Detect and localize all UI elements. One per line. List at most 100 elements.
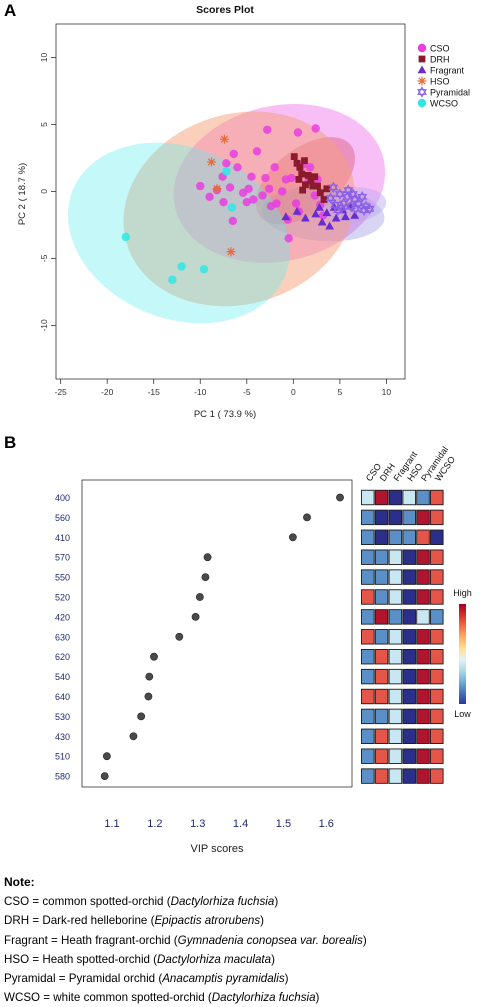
vip-row-label: 550: [55, 573, 70, 583]
heat-cell-570-hso: [402, 549, 416, 565]
point-pyramidal-0: [325, 192, 336, 204]
x-tick-label: -20: [101, 387, 114, 397]
point-drh-3: [298, 170, 306, 178]
heat-cell-530-cso: [361, 708, 375, 725]
heat-cell-560-hso: [402, 509, 416, 526]
hexagram-down: [346, 203, 356, 212]
heat-cell-570-wcso: [430, 549, 444, 565]
heat-cell-560-pyramidal: [416, 509, 430, 526]
point-cso-9: [233, 163, 242, 172]
heat-cell-630-wcso: [430, 629, 444, 645]
heat-cell-640-hso: [402, 688, 416, 705]
point-cso-25: [284, 234, 293, 243]
heat-cell-550-pyramidal: [416, 569, 430, 585]
heat-cell-400-wcso: [430, 489, 444, 506]
legend-label-pyramidal: Pyramidal: [430, 88, 470, 98]
vip-point-560: [303, 513, 311, 522]
hexagram-up: [357, 191, 368, 200]
vip-points: [100, 493, 344, 780]
point-cso-22: [277, 187, 287, 196]
vip-x-tick-label: 1.1: [104, 818, 119, 830]
point-cso-7: [229, 149, 238, 159]
legend-marker-cso: [417, 43, 427, 53]
heat-cell-410-pyramidal: [416, 529, 430, 546]
heat-cell-630-pyramidal: [416, 629, 430, 645]
point-pyramidal-8: [357, 191, 368, 203]
heat-cell-640-cso: [361, 688, 375, 705]
hexagram-down: [342, 193, 353, 203]
point-pyramidal-11: [343, 184, 354, 196]
x-tick-label: 0: [291, 387, 296, 397]
heat-cell-410-drh: [374, 529, 389, 546]
scores-plot-frame: [55, 23, 406, 380]
heat-cell-430-fragrant: [388, 728, 403, 744]
heat-cell-530-drh: [374, 708, 389, 725]
heat-cell-530-pyramidal: [416, 708, 430, 725]
point-wcso-3: [199, 264, 209, 274]
legend-label-cso: CSO: [430, 44, 450, 54]
heat-cell-620-pyramidal: [416, 648, 430, 665]
heat-cell-620-cso: [361, 648, 375, 665]
heat-cell-630-drh: [374, 629, 389, 645]
note-line-suffix: ): [274, 895, 279, 909]
scores-plot: Scores Plot PC 1 ( 73.9 %) PC 2 ( 18.7 %…: [17, 4, 470, 420]
vip-point-630: [175, 632, 184, 641]
point-cso-37: [293, 128, 303, 137]
note-line-prefix: Pyramidal = Pyramidal orchid (: [4, 972, 163, 986]
vip-axes: 400 560 410 570 550 520 420 630 620 540 640 530 430 5…: [55, 493, 334, 830]
heat-cell-530-wcso: [430, 708, 444, 725]
heat-cell-630-hso: [402, 629, 416, 645]
point-drh-8: [314, 182, 321, 190]
note-line-species: Gymnadenia conopsea var. borealis: [177, 933, 363, 947]
note-line-species: Dactylorhiza maculata: [157, 952, 272, 966]
vip-point-400: [336, 493, 344, 502]
point-wcso-5: [227, 203, 237, 212]
hexagram-up: [330, 199, 341, 208]
heat-cell-400-hso: [402, 489, 416, 506]
point-drh-12: [299, 186, 307, 194]
point-cso-12: [244, 184, 253, 193]
legend-label-drh: DRH: [430, 55, 450, 65]
vip-point-550: [201, 573, 210, 581]
heat-cell-540-fragrant: [388, 668, 403, 685]
point-pyramidal-16: [347, 188, 358, 200]
point-cso-32: [310, 191, 319, 200]
hexagram-down: [417, 89, 427, 98]
heat-cell-420-wcso: [430, 609, 444, 625]
heat-cell-520-drh: [374, 589, 389, 605]
heat-cell-580-drh: [374, 768, 389, 784]
vip-row-label: 400: [55, 493, 70, 503]
heat-cell-510-cso: [361, 748, 375, 764]
legend-label-hso: HSO: [430, 77, 450, 87]
heat-cell-550-drh: [374, 569, 389, 585]
hexagram-down: [347, 191, 358, 200]
point-fragrant-1: [292, 206, 302, 215]
heat-cell-410-wcso: [430, 529, 444, 546]
point-drh-6: [307, 177, 315, 185]
point-fragrant-12: [325, 221, 335, 230]
point-cso-15: [252, 147, 262, 156]
heat-cell-640-wcso: [430, 688, 444, 705]
point-cso-14: [249, 195, 258, 204]
point-cso-5: [222, 159, 231, 168]
heat-cell-550-cso: [361, 569, 375, 585]
point-drh-10: [302, 181, 309, 189]
point-wcso-0: [121, 232, 130, 242]
vip-point-540: [145, 672, 154, 681]
heat-cell-520-pyramidal: [416, 589, 430, 605]
vip-row-label: 540: [55, 672, 70, 682]
vip-x-tick-label: 1.3: [190, 818, 205, 830]
heat-cell-510-pyramidal: [416, 748, 430, 764]
note-line-species: Epipactis atrorubens: [154, 914, 261, 928]
vip-point-430: [129, 732, 138, 741]
point-drh-7: [311, 173, 319, 181]
heat-cell-620-wcso: [430, 648, 444, 665]
note-line-prefix: CSO = common spotted-orchid (: [4, 895, 171, 909]
heat-cell-560-fragrant: [388, 509, 403, 526]
hexagram-down: [333, 207, 343, 216]
heat-cell-620-hso: [402, 648, 416, 665]
note-line-prefix: HSO = Heath spotted-orchid (: [4, 952, 158, 966]
heat-cell-510-wcso: [430, 748, 444, 764]
point-fragrant-7: [331, 213, 341, 222]
x-tick-label: 10: [382, 387, 392, 397]
